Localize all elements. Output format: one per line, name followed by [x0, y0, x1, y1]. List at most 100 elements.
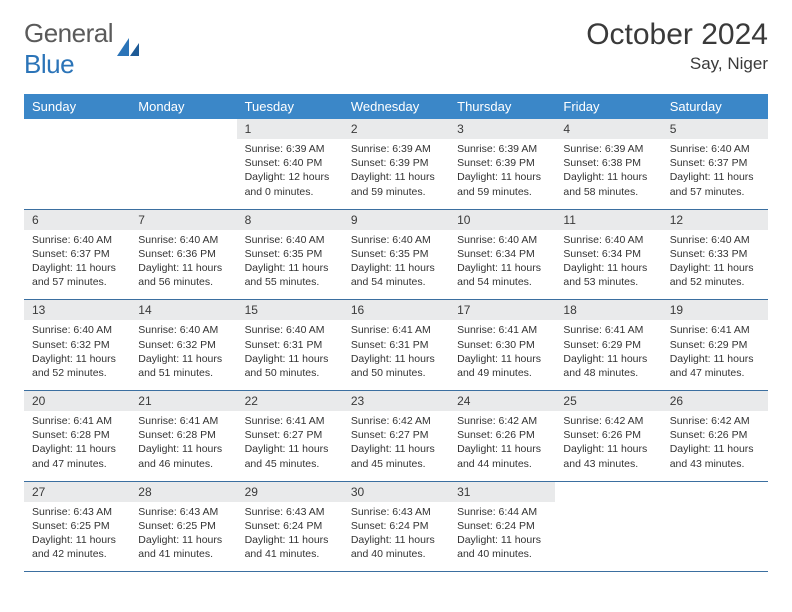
day-number: 29	[237, 482, 343, 502]
sunset-text: Sunset: 6:26 PM	[670, 428, 760, 442]
sunrise-text: Sunrise: 6:40 AM	[138, 323, 228, 337]
day-number: 14	[130, 300, 236, 320]
day-number: 11	[555, 210, 661, 230]
weekday-header: Wednesday	[343, 94, 449, 119]
calendar-cell	[24, 119, 130, 209]
sunrise-text: Sunrise: 6:39 AM	[457, 142, 547, 156]
sunrise-text: Sunrise: 6:41 AM	[245, 414, 335, 428]
brand-word2: Blue	[24, 49, 74, 79]
day-details: Sunrise: 6:40 AMSunset: 6:34 PMDaylight:…	[555, 230, 661, 300]
sunset-text: Sunset: 6:32 PM	[32, 338, 122, 352]
calendar-cell: 10 Sunrise: 6:40 AMSunset: 6:34 PMDayligh…	[449, 209, 555, 300]
daylight-text: Daylight: 11 hours and 50 minutes.	[245, 352, 335, 380]
day-number: 18	[555, 300, 661, 320]
daylight-text: Daylight: 11 hours and 53 minutes.	[563, 261, 653, 289]
sunset-text: Sunset: 6:36 PM	[138, 247, 228, 261]
sunset-text: Sunset: 6:37 PM	[32, 247, 122, 261]
calendar-cell: 11Sunrise: 6:40 AMSunset: 6:34 PMDayligh…	[555, 209, 661, 300]
daylight-text: Daylight: 11 hours and 55 minutes.	[245, 261, 335, 289]
day-number: 10	[449, 210, 555, 230]
day-number: 23	[343, 391, 449, 411]
sunset-text: Sunset: 6:31 PM	[351, 338, 441, 352]
daylight-text: Daylight: 11 hours and 51 minutes.	[138, 352, 228, 380]
day-number: 20	[24, 391, 130, 411]
day-number: 21	[130, 391, 236, 411]
calendar-cell: 28Sunrise: 6:43 AMSunset: 6:25 PMDayligh…	[130, 481, 236, 572]
day-details: Sunrise: 6:43 AMSunset: 6:24 PMDaylight:…	[343, 502, 449, 572]
sunrise-text: Sunrise: 6:40 AM	[138, 233, 228, 247]
sunrise-text: Sunrise: 6:40 AM	[32, 233, 122, 247]
day-details: Sunrise: 6:43 AMSunset: 6:24 PMDaylight:…	[237, 502, 343, 572]
calendar-cell: 21Sunrise: 6:41 AMSunset: 6:28 PMDayligh…	[130, 391, 236, 482]
sunset-text: Sunset: 6:24 PM	[245, 519, 335, 533]
calendar-row: 20Sunrise: 6:41 AMSunset: 6:28 PMDayligh…	[24, 391, 768, 482]
sunrise-text: Sunrise: 6:43 AM	[351, 505, 441, 519]
sunset-text: Sunset: 6:39 PM	[351, 156, 441, 170]
title-block: October 2024 Say, Niger	[586, 18, 768, 74]
day-details: Sunrise: 6:43 AMSunset: 6:25 PMDaylight:…	[130, 502, 236, 572]
day-number: 13	[24, 300, 130, 320]
sunset-text: Sunset: 6:24 PM	[351, 519, 441, 533]
page-header: General Blue October 2024 Say, Niger	[24, 18, 768, 80]
sunrise-text: Sunrise: 6:40 AM	[457, 233, 547, 247]
day-details: Sunrise: 6:40 AMSunset: 6:31 PMDaylight:…	[237, 320, 343, 390]
day-details: Sunrise: 6:42 AMSunset: 6:26 PMDaylight:…	[555, 411, 661, 481]
calendar-cell: 3Sunrise: 6:39 AMSunset: 6:39 PMDaylight…	[449, 119, 555, 209]
calendar-cell	[130, 119, 236, 209]
calendar-cell: 17Sunrise: 6:41 AMSunset: 6:30 PMDayligh…	[449, 300, 555, 391]
daylight-text: Daylight: 11 hours and 40 minutes.	[351, 533, 441, 561]
day-number: 8	[237, 210, 343, 230]
day-number: 28	[130, 482, 236, 502]
weekday-header: Tuesday	[237, 94, 343, 119]
day-number: 15	[237, 300, 343, 320]
day-details: Sunrise: 6:40 AMSunset: 6:36 PMDaylight:…	[130, 230, 236, 300]
calendar-cell: 15Sunrise: 6:40 AMSunset: 6:31 PMDayligh…	[237, 300, 343, 391]
daylight-text: Daylight: 11 hours and 54 minutes.	[457, 261, 547, 289]
sunset-text: Sunset: 6:29 PM	[670, 338, 760, 352]
sunset-text: Sunset: 6:34 PM	[457, 247, 547, 261]
daylight-text: Daylight: 11 hours and 41 minutes.	[138, 533, 228, 561]
sunrise-text: Sunrise: 6:40 AM	[245, 323, 335, 337]
daylight-text: Daylight: 11 hours and 42 minutes.	[32, 533, 122, 561]
day-details: Sunrise: 6:39 AMSunset: 6:39 PMDaylight:…	[449, 139, 555, 209]
day-number: 24	[449, 391, 555, 411]
sunrise-text: Sunrise: 6:41 AM	[670, 323, 760, 337]
calendar-row: 13Sunrise: 6:40 AMSunset: 6:32 PMDayligh…	[24, 300, 768, 391]
day-details	[130, 139, 236, 197]
day-number: 7	[130, 210, 236, 230]
calendar-cell	[662, 481, 768, 572]
daylight-text: Daylight: 11 hours and 41 minutes.	[245, 533, 335, 561]
calendar-cell: 6Sunrise: 6:40 AMSunset: 6:37 PMDaylight…	[24, 209, 130, 300]
day-number	[555, 482, 661, 502]
calendar-cell: 20Sunrise: 6:41 AMSunset: 6:28 PMDayligh…	[24, 391, 130, 482]
sunset-text: Sunset: 6:39 PM	[457, 156, 547, 170]
calendar-cell: 2Sunrise: 6:39 AMSunset: 6:39 PMDaylight…	[343, 119, 449, 209]
weekday-header: Friday	[555, 94, 661, 119]
calendar-cell: 23Sunrise: 6:42 AMSunset: 6:27 PMDayligh…	[343, 391, 449, 482]
day-number: 19	[662, 300, 768, 320]
day-number: 5	[662, 119, 768, 139]
calendar-cell: 9Sunrise: 6:40 AMSunset: 6:35 PMDaylight…	[343, 209, 449, 300]
daylight-text: Daylight: 11 hours and 50 minutes.	[351, 352, 441, 380]
day-number	[662, 482, 768, 502]
calendar-cell: 1Sunrise: 6:39 AMSunset: 6:40 PMDaylight…	[237, 119, 343, 209]
day-details: Sunrise: 6:40 AMSunset: 6:32 PMDaylight:…	[24, 320, 130, 390]
sunrise-text: Sunrise: 6:42 AM	[457, 414, 547, 428]
day-number	[24, 119, 130, 139]
daylight-text: Daylight: 11 hours and 49 minutes.	[457, 352, 547, 380]
sunset-text: Sunset: 6:35 PM	[245, 247, 335, 261]
day-number: 6	[24, 210, 130, 230]
day-number: 31	[449, 482, 555, 502]
daylight-text: Daylight: 11 hours and 43 minutes.	[563, 442, 653, 470]
calendar-head: Sunday Monday Tuesday Wednesday Thursday…	[24, 94, 768, 119]
sunset-text: Sunset: 6:40 PM	[245, 156, 335, 170]
calendar-row: 1Sunrise: 6:39 AMSunset: 6:40 PMDaylight…	[24, 119, 768, 209]
day-number: 2	[343, 119, 449, 139]
sunrise-text: Sunrise: 6:42 AM	[351, 414, 441, 428]
day-number: 27	[24, 482, 130, 502]
day-details: Sunrise: 6:41 AMSunset: 6:28 PMDaylight:…	[130, 411, 236, 481]
sunset-text: Sunset: 6:26 PM	[457, 428, 547, 442]
day-details: Sunrise: 6:40 AMSunset: 6:35 PMDaylight:…	[343, 230, 449, 300]
daylight-text: Daylight: 12 hours and 0 minutes.	[245, 170, 335, 198]
day-number: 9	[343, 210, 449, 230]
